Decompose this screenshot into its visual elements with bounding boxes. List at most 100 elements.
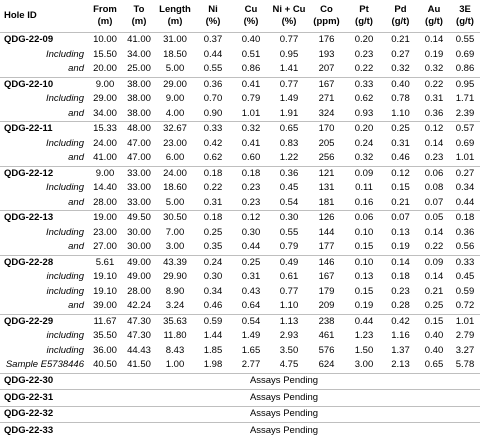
cell: 42.24 xyxy=(127,300,151,312)
cell: 1.01 xyxy=(241,107,261,119)
cell: 0.18 xyxy=(391,271,410,283)
header-text: Ni + Cu xyxy=(272,4,306,15)
header-text: (g/t) xyxy=(355,16,373,27)
cell: 0.79 xyxy=(241,93,261,105)
cell: 3.24 xyxy=(165,300,185,312)
hole-row: QDG-22-12 9.00 33.00 24.00 0.18 0.18 0.36 121 0.… xyxy=(0,165,480,181)
cell: 0.33 xyxy=(450,254,480,270)
column-header: 3E (g/t) xyxy=(450,0,480,33)
column-header: Ni + Cu (%) xyxy=(270,0,308,33)
cell: 0.25 xyxy=(424,300,444,312)
cell: 33.00 xyxy=(122,165,156,181)
cell: 0.16 xyxy=(354,196,374,208)
cell: 41.50 xyxy=(127,359,151,371)
cell: 1.49 xyxy=(241,330,261,342)
cell: 624 xyxy=(318,359,335,371)
column-header: To (m) xyxy=(122,0,156,33)
header-text: Hole ID xyxy=(4,10,37,21)
cell: 193 xyxy=(318,48,335,60)
interval-row: Including 29.00 38.00 9.00 0.70 0.79 1.49 271 0.… xyxy=(0,92,480,107)
pending-note: Assays Pending xyxy=(88,372,480,390)
cell: 256 xyxy=(318,152,335,164)
cell: 0.59 xyxy=(194,313,232,329)
cell: 0.55 xyxy=(450,32,480,48)
cell: 0.32 xyxy=(391,63,410,75)
interval-label: Including xyxy=(45,48,84,60)
interval-row: and 34.00 38.00 4.00 0.90 1.01 1.91 324 0.93 1.10… xyxy=(0,107,480,122)
cell: 0.69 xyxy=(455,48,475,60)
cell: 0.36 xyxy=(194,76,232,92)
cell: 0.31 xyxy=(424,93,444,105)
cell: 27.00 xyxy=(93,241,117,253)
header-text: (%) xyxy=(205,16,221,27)
cell: 11.80 xyxy=(163,330,187,342)
cell: 49.00 xyxy=(122,254,156,270)
hole-row: QDG-22-29 11.67 47.30 35.63 0.59 0.54 1.13 238 0… xyxy=(0,313,480,329)
pending-note: Assays Pending xyxy=(88,405,480,423)
interval-row: Including 24.00 47.00 23.00 0.42 0.41 0.83 205 0… xyxy=(0,137,480,152)
column-header: Pt (g/t) xyxy=(345,0,383,33)
cell: 0.34 xyxy=(455,182,475,194)
cell: 36.00 xyxy=(93,344,117,356)
interval-row: and 28.00 33.00 5.00 0.31 0.23 0.54 181 0.16 0.21… xyxy=(0,196,480,211)
cell: 0.55 xyxy=(203,63,223,75)
cell: 10.00 xyxy=(88,32,122,48)
cell: 0.43 xyxy=(241,285,261,297)
interval-label: Including xyxy=(45,226,84,238)
cell: 38.00 xyxy=(127,93,151,105)
column-header: Co (ppm) xyxy=(308,0,345,33)
cell: 1.10 xyxy=(279,300,299,312)
cell: 18.50 xyxy=(163,48,187,60)
interval-row: and 41.00 47.00 6.00 0.62 0.60 1.22 256 0.32 0.46… xyxy=(0,151,480,166)
cell: 23.00 xyxy=(163,137,187,149)
cell: 0.77 xyxy=(270,32,308,48)
cell: 20.00 xyxy=(93,63,117,75)
cell: 30.00 xyxy=(127,226,151,238)
cell: 47.30 xyxy=(122,313,156,329)
cell: 0.18 xyxy=(194,165,232,181)
cell: 48.00 xyxy=(122,121,156,137)
header-text: (m) xyxy=(167,16,183,27)
cell: 47.30 xyxy=(127,330,151,342)
cell: 0.18 xyxy=(450,210,480,226)
cell: 271 xyxy=(318,93,335,105)
cell: 0.35 xyxy=(203,241,223,253)
cell: 0.12 xyxy=(232,210,270,226)
cell: 461 xyxy=(318,330,335,342)
cell: 207 xyxy=(318,63,335,75)
cell: 3.50 xyxy=(279,344,299,356)
cell: 238 xyxy=(308,313,345,329)
cell: 0.22 xyxy=(203,182,223,194)
cell: 0.61 xyxy=(279,271,299,283)
cell: 0.09 xyxy=(345,165,383,181)
hole-row: QDG-22-28 5.61 49.00 43.39 0.24 0.25 0.49 146 0.… xyxy=(0,254,480,270)
cell: 0.65 xyxy=(270,121,308,137)
cell: 0.44 xyxy=(203,48,223,60)
interval-label: including xyxy=(46,285,85,297)
cell: 0.13 xyxy=(354,271,374,283)
cell: 0.93 xyxy=(354,107,374,119)
cell: 1.44 xyxy=(203,330,223,342)
cell: 0.57 xyxy=(450,121,480,137)
cell: 0.10 xyxy=(345,254,383,270)
pending-row: QDG-22-33 Assays Pending xyxy=(0,422,480,439)
cell: 0.21 xyxy=(391,196,410,208)
cell: 0.19 xyxy=(354,300,374,312)
cell: 0.07 xyxy=(383,210,418,226)
cell: 0.15 xyxy=(354,241,374,253)
cell: 0.33 xyxy=(345,76,383,92)
cell: 0.09 xyxy=(418,254,450,270)
cell: 209 xyxy=(318,300,335,312)
interval-row: Including 15.50 34.00 18.50 0.44 0.51 0.95 193 0… xyxy=(0,48,480,63)
cell: 47.00 xyxy=(127,152,151,164)
hole-id: QDG-22-30 xyxy=(0,372,88,390)
cell: 205 xyxy=(318,137,335,149)
cell: 19.10 xyxy=(93,285,117,297)
cell: 0.79 xyxy=(279,241,299,253)
cell: 0.19 xyxy=(424,48,444,60)
cell: 170 xyxy=(308,121,345,137)
cell: 0.55 xyxy=(279,226,299,238)
cell: 4.75 xyxy=(279,359,299,371)
cell: 9.00 xyxy=(88,76,122,92)
cell: 34.00 xyxy=(127,48,151,60)
